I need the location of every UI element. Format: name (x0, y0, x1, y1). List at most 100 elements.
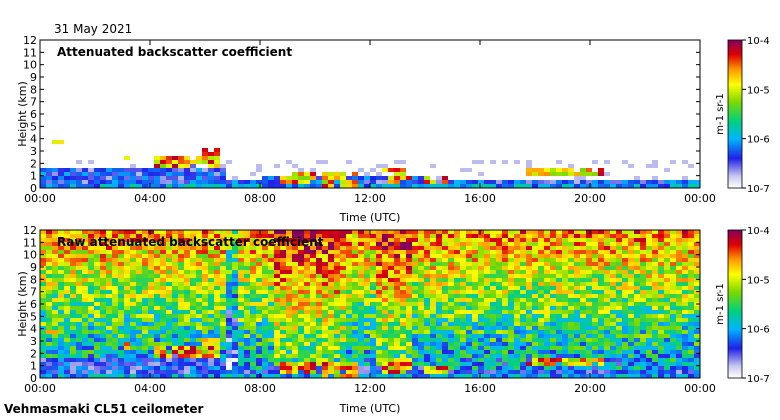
heatmap-cell (646, 164, 652, 168)
heatmap-cell (298, 270, 304, 274)
heatmap-cell (466, 302, 472, 306)
heatmap-cell (622, 370, 628, 374)
heatmap-cell (178, 290, 184, 294)
heatmap-cell (76, 346, 82, 350)
heatmap-cell (454, 342, 460, 346)
heatmap-cell (340, 298, 346, 302)
heatmap-cell (124, 326, 130, 330)
heatmap-cell (388, 176, 394, 180)
heatmap-cell (250, 302, 256, 306)
heatmap-cell (142, 350, 148, 354)
heatmap-cell (412, 286, 418, 290)
heatmap-cell (514, 290, 520, 294)
heatmap-cell (568, 168, 574, 172)
heatmap-cell (70, 318, 76, 322)
heatmap-cell (184, 156, 190, 160)
heatmap-cell (550, 230, 556, 234)
heatmap-cell (538, 234, 544, 238)
heatmap-cell (676, 278, 682, 282)
heatmap-cell (496, 294, 502, 298)
heatmap-cell (550, 168, 556, 172)
heatmap-cell (634, 258, 640, 262)
heatmap-cell (106, 374, 112, 378)
heatmap-cell (436, 334, 442, 338)
heatmap-cell (520, 362, 526, 366)
heatmap-cell (664, 358, 670, 362)
heatmap-cell (40, 180, 46, 184)
heatmap-cell (670, 258, 676, 262)
heatmap-cell (622, 294, 628, 298)
heatmap-cell (154, 282, 160, 286)
heatmap-cell (316, 234, 322, 238)
heatmap-cell (178, 322, 184, 326)
heatmap-cell (244, 246, 250, 250)
heatmap-cell (586, 246, 592, 250)
heatmap-cell (346, 258, 352, 262)
heatmap-cell (220, 246, 226, 250)
heatmap-cell (568, 254, 574, 258)
heatmap-cell (94, 298, 100, 302)
heatmap-cell (634, 270, 640, 274)
heatmap-cell (214, 350, 220, 354)
heatmap-cell (142, 310, 148, 314)
heatmap-cell (250, 172, 256, 176)
heatmap-cell (412, 350, 418, 354)
heatmap-cell (232, 238, 238, 242)
heatmap-cell (274, 334, 280, 338)
heatmap-cell (496, 298, 502, 302)
heatmap-cell (436, 326, 442, 330)
heatmap-cell (346, 230, 352, 234)
heatmap-cell (352, 302, 358, 306)
heatmap-cell (694, 230, 700, 234)
heatmap-cell (562, 334, 568, 338)
heatmap-cell (112, 176, 118, 180)
heatmap-cell (232, 306, 238, 310)
heatmap-cell (694, 298, 700, 302)
heatmap-cell (424, 266, 430, 270)
heatmap-cell (484, 262, 490, 266)
heatmap-cell (52, 346, 58, 350)
heatmap-cell (154, 334, 160, 338)
heatmap-cell (94, 234, 100, 238)
heatmap-cell (154, 338, 160, 342)
heatmap-cell (352, 350, 358, 354)
heatmap-cell (88, 366, 94, 370)
heatmap-cell (526, 362, 532, 366)
heatmap-cell (586, 298, 592, 302)
heatmap-cell (340, 358, 346, 362)
heatmap-cell (658, 262, 664, 266)
heatmap-cell (160, 326, 166, 330)
y-tick-label: 0 (30, 372, 37, 385)
heatmap-cell (328, 254, 334, 258)
heatmap-cell (640, 234, 646, 238)
heatmap-cell (286, 254, 292, 258)
heatmap-cell (154, 184, 160, 188)
heatmap-cell (580, 310, 586, 314)
heatmap-cell (82, 242, 88, 246)
heatmap-cell (316, 350, 322, 354)
heatmap-cell (676, 254, 682, 258)
heatmap-cell (574, 362, 580, 366)
heatmap-cell (466, 370, 472, 374)
heatmap-cell (616, 334, 622, 338)
heatmap-cell (424, 342, 430, 346)
heatmap-cell (94, 180, 100, 184)
heatmap-cell (436, 366, 442, 370)
heatmap-cell (232, 246, 238, 250)
heatmap-cell (424, 298, 430, 302)
heatmap-cell (598, 302, 604, 306)
heatmap-cell (472, 338, 478, 342)
heatmap-cell (676, 310, 682, 314)
heatmap-cell (460, 184, 466, 188)
heatmap-cell (238, 270, 244, 274)
heatmap-cell (406, 362, 412, 366)
heatmap-cell (208, 318, 214, 322)
heatmap-cell (616, 302, 622, 306)
heatmap-cell (166, 342, 172, 346)
colorbar-tick-label: 10-5 (747, 275, 770, 286)
heatmap-cell (166, 314, 172, 318)
heatmap-cell (100, 262, 106, 266)
heatmap-cell (550, 184, 556, 188)
heatmap-cell (604, 342, 610, 346)
heatmap-cell (652, 164, 658, 168)
